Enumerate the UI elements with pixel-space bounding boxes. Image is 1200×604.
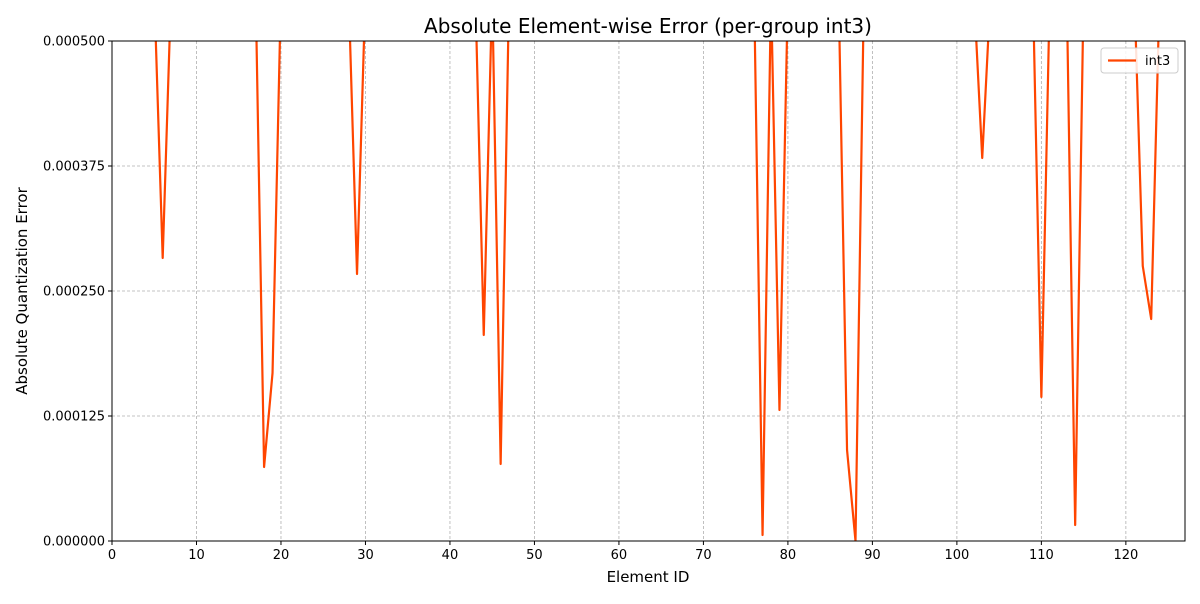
y-tick-label: 0.000000 <box>43 535 105 550</box>
x-tick-label: 120 <box>1113 548 1138 563</box>
series-line-int3 <box>154 41 1160 541</box>
x-tick-label: 110 <box>1029 548 1054 563</box>
x-axis-label: Element ID <box>607 568 690 586</box>
x-tick-label: 40 <box>442 548 459 563</box>
y-tick-label: 0.000125 <box>43 410 105 425</box>
legend: int3 <box>1100 47 1179 74</box>
y-axis-label: Absolute Quantization Error <box>13 186 31 394</box>
x-tick-label: 0 <box>108 548 116 563</box>
y-tick-label: 0.000500 <box>43 35 105 50</box>
series-layer <box>154 41 1160 541</box>
x-tick-label: 10 <box>188 548 205 563</box>
x-tick-label: 20 <box>273 548 290 563</box>
x-tick-label: 30 <box>357 548 374 563</box>
y-tick-label: 0.000250 <box>43 285 105 300</box>
grid <box>111 40 1185 542</box>
y-tick-label: 0.000375 <box>43 160 105 175</box>
legend-label: int3 <box>1145 54 1170 69</box>
y-axis-ticks: 0.000000 0.000125 0.000250 0.000375 0.000500 <box>43 35 112 550</box>
x-tick-label: 90 <box>864 548 881 563</box>
x-tick-label: 60 <box>611 548 628 563</box>
x-tick-label: 50 <box>526 548 543 563</box>
x-tick-label: 80 <box>780 548 797 563</box>
x-tick-label: 100 <box>944 548 969 563</box>
x-axis-ticks: 0 10 20 30 40 50 60 70 80 90 100 110 120 <box>108 541 1138 563</box>
chart-title: Absolute Element-wise Error (per-group i… <box>424 14 872 38</box>
x-tick-label: 70 <box>695 548 712 563</box>
legend-box <box>1100 47 1179 74</box>
